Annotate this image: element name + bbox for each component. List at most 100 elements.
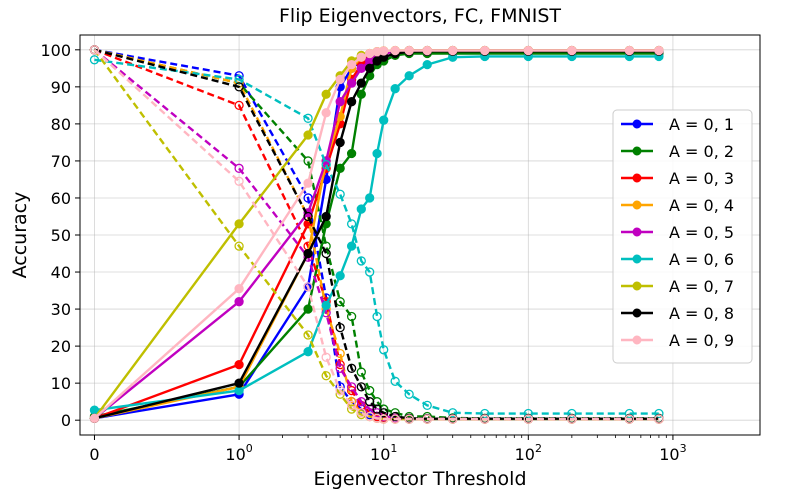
y-axis-label: Accuracy [9,192,31,279]
y-tick-label: 30 [51,300,71,319]
chart-title: Flip Eigenvectors, FC, FMNIST [279,5,561,27]
dashed-point [303,156,313,166]
solid-point [356,204,366,214]
dashed-point [321,371,331,381]
solid-point [372,148,382,159]
legend-label: A = 0, 4 [669,196,734,215]
y-tick-label: 90 [51,78,71,97]
y-tick-label: 70 [51,152,71,171]
solid-point [365,193,375,203]
legend-marker [632,146,642,156]
solid-point [321,89,331,99]
dashed-point [404,414,414,424]
solid-point [523,45,533,56]
x-tick-label: 0 [89,445,99,464]
dashed-point [234,82,244,92]
dashed-point [624,414,635,424]
dashed-point [346,385,357,396]
solid-point [404,45,414,56]
solid-point [379,46,389,56]
dashed-point [365,267,375,277]
y-tick-label: 60 [51,189,71,208]
dashed-point [89,45,100,55]
dashed-point [234,241,244,251]
series-layer [89,45,664,424]
solid-point [390,84,400,94]
dashed-point [356,256,366,266]
dashed-point [523,408,533,419]
legend-marker [632,200,642,210]
x-axis-label: Eigenvector Threshold [313,468,526,490]
legend-item: A = 0, 7 [621,277,734,296]
legend-label: A = 0, 5 [669,223,734,242]
dashed-point [234,163,244,173]
dashed-point [448,414,458,424]
dashed-point [321,159,331,170]
dashed-point [321,248,331,259]
solid-point [303,178,313,188]
solid-point [567,45,577,56]
dashed-point [390,414,400,424]
solid-point [335,97,345,107]
y-tick-label: 100 [40,41,71,60]
solid-point [356,78,366,88]
legend-item: A = 0, 9 [621,331,734,350]
dashed-point [335,385,345,396]
solid-point [303,347,313,357]
solid-point [346,59,357,70]
solid-point [346,241,357,251]
dashed-point [356,382,366,392]
solid-point [480,45,490,56]
dashed-point [390,376,400,386]
dashed-point [346,363,357,373]
solid-point [422,59,432,70]
solid-point [321,108,331,118]
solid-point [234,219,244,229]
dashed-point [365,397,375,407]
dashed-point [346,382,357,392]
dashed-point [335,322,345,333]
dashed-point [379,345,389,355]
dashed-point [89,55,100,65]
solid-point [303,248,313,259]
dashed-point [654,414,664,424]
dashed-point [303,113,313,123]
dashed-point [372,413,382,423]
dashed-point [523,414,533,424]
dashed-point [379,414,389,424]
legend: A = 0, 1 A = 0, 2 A = 0, 3 A = 0, 4 A = 0, 5… [612,109,753,364]
dashed-point [480,414,490,424]
solid-point [365,63,375,73]
solid-point [234,378,244,388]
legend-item: A = 0, 2 [621,142,734,161]
legend-item: A = 0, 3 [621,169,734,188]
dashed-point [321,352,331,362]
dashed-point [567,414,577,424]
dashed-point [303,282,313,292]
dashed-point [390,411,400,422]
dashed-line [94,48,659,420]
legend-item: A = 0, 1 [621,115,734,134]
dashed-point [234,100,244,111]
solid-point [303,130,313,140]
solid-point [234,297,244,307]
solid-point [234,284,244,294]
dashed-point [335,363,345,373]
dashed-point [422,400,432,411]
legend-label: A = 0, 8 [669,304,734,323]
dashed-point [356,408,366,418]
dashed-point [335,189,345,199]
series-9 [89,45,664,424]
y-tick-label: 50 [51,226,71,245]
legend-label: A = 0, 6 [669,250,734,269]
solid-point [404,71,414,81]
solid-point [422,45,432,56]
dashed-point [303,330,313,340]
dashed-point [448,408,458,418]
y-tick-label: 0 [61,411,71,430]
solid-point [335,163,345,173]
solid-point [379,115,389,125]
solid-point [234,359,244,370]
solid-point [89,413,100,423]
